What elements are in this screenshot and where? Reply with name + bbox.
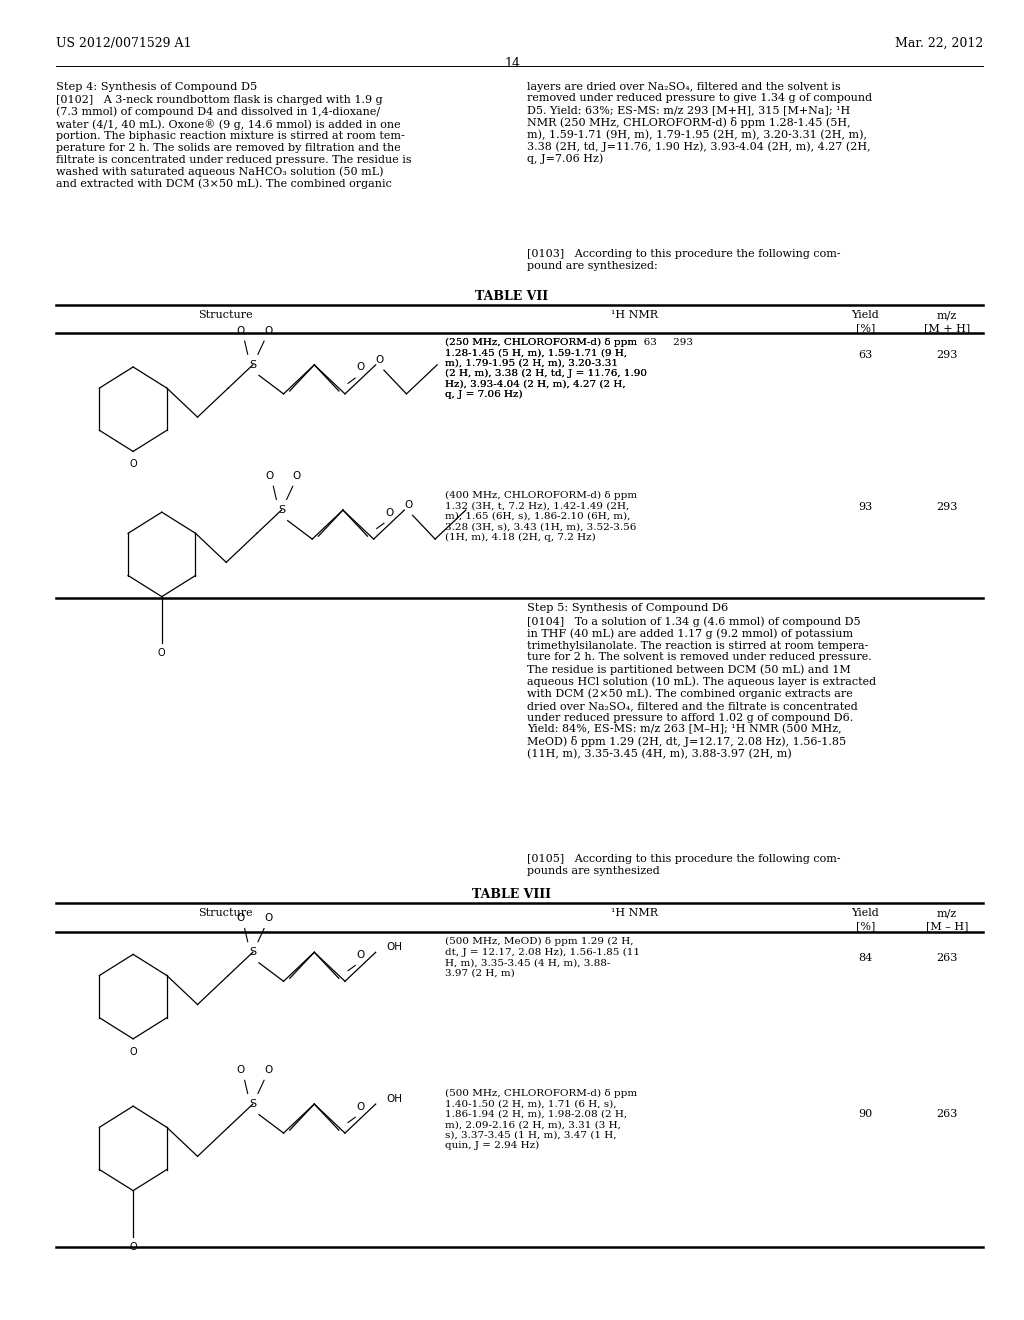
Text: O: O	[158, 648, 166, 659]
Text: [M + H]: [M + H]	[924, 323, 971, 334]
Text: O: O	[265, 471, 273, 480]
Text: layers are dried over Na₂SO₄, filtered and the solvent is
removed under reduced : layers are dried over Na₂SO₄, filtered a…	[527, 82, 872, 165]
Text: O: O	[129, 1047, 137, 1057]
Text: O: O	[385, 508, 393, 517]
Text: O: O	[237, 1065, 245, 1074]
Text: 14: 14	[504, 57, 520, 70]
Text: O: O	[129, 1242, 137, 1253]
Text: Structure: Structure	[198, 310, 253, 321]
Text: Mar. 22, 2012: Mar. 22, 2012	[895, 37, 983, 50]
Text: 93: 93	[858, 502, 872, 512]
Text: O: O	[356, 1102, 365, 1111]
Text: (500 MHz, MeOD) δ ppm 1.29 (2 H,
dt, J = 12.17, 2.08 Hz), 1.56-1.85 (11
H, m), 3: (500 MHz, MeOD) δ ppm 1.29 (2 H, dt, J =…	[445, 937, 640, 978]
Text: O: O	[264, 913, 272, 923]
Text: US 2012/0071529 A1: US 2012/0071529 A1	[56, 37, 191, 50]
Text: O: O	[293, 471, 301, 480]
Text: 263: 263	[937, 953, 957, 964]
Text: O: O	[264, 1065, 272, 1074]
Text: 84: 84	[858, 953, 872, 964]
Text: [0105]   According to this procedure the following com-
pounds are synthesized: [0105] According to this procedure the f…	[527, 854, 841, 875]
Text: Yield: Yield	[851, 310, 880, 321]
Text: (500 MHz, CHLOROFORM-d) δ ppm
1.40-1.50 (2 H, m), 1.71 (6 H, s),
1.86-1.94 (2 H,: (500 MHz, CHLOROFORM-d) δ ppm 1.40-1.50 …	[445, 1089, 638, 1150]
Text: [0102]   A 3-neck roundbottom flask is charged with 1.9 g
(7.3 mmol) of compound: [0102] A 3-neck roundbottom flask is cha…	[56, 95, 412, 189]
Text: (400 MHz, CHLOROFORM-d) δ ppm
1.32 (3H, t, 7.2 Hz), 1.42-1.49 (2H,
m), 1.65 (6H,: (400 MHz, CHLOROFORM-d) δ ppm 1.32 (3H, …	[445, 491, 638, 543]
Text: Step 5: Synthesis of Compound D6: Step 5: Synthesis of Compound D6	[527, 603, 729, 614]
Text: O: O	[237, 326, 245, 335]
Text: Structure: Structure	[198, 908, 253, 919]
Text: S: S	[249, 1100, 256, 1109]
Text: 90: 90	[858, 1109, 872, 1119]
Text: Yield: Yield	[851, 908, 880, 919]
Text: O: O	[356, 363, 365, 372]
Text: ¹H NMR: ¹H NMR	[611, 310, 658, 321]
Text: O: O	[356, 950, 365, 960]
Text: ¹H NMR: ¹H NMR	[611, 908, 658, 919]
Text: TABLE VIII: TABLE VIII	[472, 888, 552, 902]
Text: (250 MHz, CHLOROFORM-d) δ ppm  63     293
1.28-1.45 (5 H, m), 1.59-1.71 (9 H,
m): (250 MHz, CHLOROFORM-d) δ ppm 63 293 1.2…	[445, 338, 693, 400]
Text: m/z: m/z	[937, 908, 957, 919]
Text: O: O	[404, 500, 413, 510]
Text: 293: 293	[937, 350, 957, 360]
Text: 293: 293	[937, 502, 957, 512]
Text: OH: OH	[386, 942, 402, 952]
Text: S: S	[249, 948, 256, 957]
Text: OH: OH	[386, 1094, 402, 1104]
Text: [0103]   According to this procedure the following com-
pound are synthesized:: [0103] According to this procedure the f…	[527, 249, 841, 271]
Text: (250 MHz, CHLOROFORM-d) δ ppm
1.28-1.45 (5 H, m), 1.59-1.71 (9 H,
m), 1.79-1.95 : (250 MHz, CHLOROFORM-d) δ ppm 1.28-1.45 …	[445, 338, 647, 400]
Text: [0104]   To a solution of 1.34 g (4.6 mmol) of compound D5
in THF (40 mL) are ad: [0104] To a solution of 1.34 g (4.6 mmol…	[527, 616, 877, 759]
Text: S: S	[249, 360, 256, 370]
Text: Step 4: Synthesis of Compound D5: Step 4: Synthesis of Compound D5	[56, 82, 258, 92]
Text: O: O	[237, 913, 245, 923]
Text: [M – H]: [M – H]	[926, 921, 969, 932]
Text: [%]: [%]	[856, 921, 874, 932]
Text: [%]: [%]	[856, 323, 874, 334]
Text: O: O	[264, 326, 272, 335]
Text: O: O	[376, 355, 384, 364]
Text: O: O	[129, 459, 137, 470]
Text: 63: 63	[858, 350, 872, 360]
Text: TABLE VII: TABLE VII	[475, 290, 549, 304]
Text: S: S	[278, 506, 285, 515]
Text: 263: 263	[937, 1109, 957, 1119]
Text: m/z: m/z	[937, 310, 957, 321]
